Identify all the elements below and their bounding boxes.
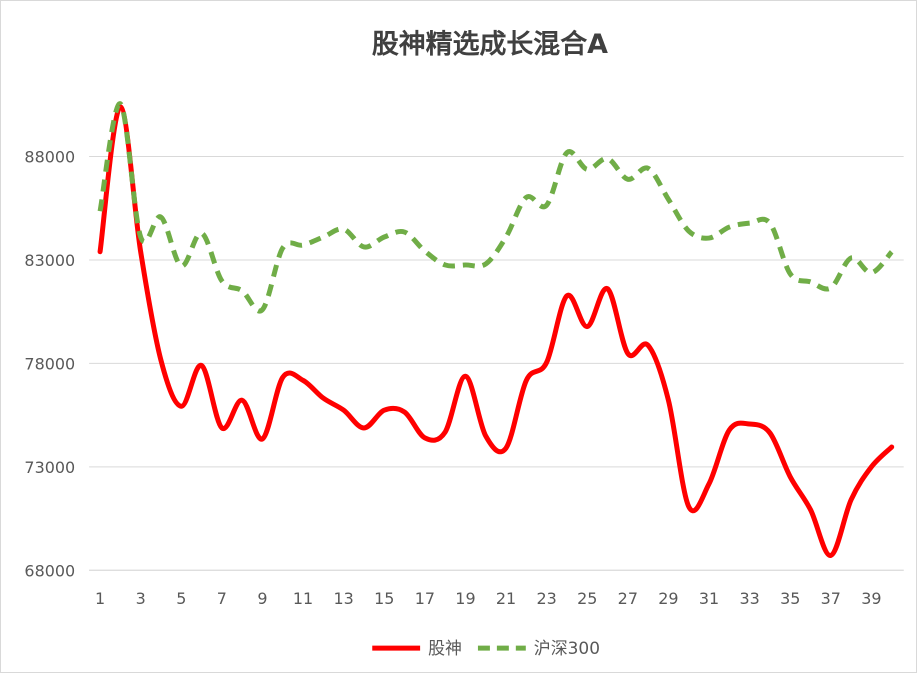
x-tick-label: 15 (374, 589, 394, 608)
x-tick-label: 3 (136, 589, 146, 608)
y-tick-label: 83000 (24, 251, 75, 270)
x-tick-label: 13 (334, 589, 354, 608)
legend: 股神 沪深300 (372, 638, 600, 658)
x-tick-label: 25 (577, 589, 597, 608)
x-axis: 1 3 5 7 9 11 13 15 17 19 21 23 25 27 29 31 33 35 37 39 (89, 569, 904, 608)
x-tick-label: 35 (780, 589, 800, 608)
x-tick-label: 31 (699, 589, 719, 608)
x-tick-label: 19 (455, 589, 475, 608)
series-line-gushen (97, 104, 895, 558)
y-axis: 68000 73000 78000 83000 88000 (24, 148, 75, 581)
y-tick-label: 88000 (24, 148, 75, 167)
y-tick-label: 78000 (24, 354, 75, 373)
y-tick-label: 68000 (24, 561, 75, 580)
chart-title: 股神精选成长混合A (372, 28, 608, 60)
x-tick-label: 1 (95, 589, 105, 608)
legend-label-gushen: 股神 (428, 638, 462, 658)
series-line-hs300 (97, 101, 894, 314)
x-tick-label: 33 (739, 589, 759, 608)
legend-label-hs300: 沪深300 (534, 638, 600, 658)
x-tick-label: 29 (658, 589, 678, 608)
x-tick-label: 23 (536, 589, 556, 608)
series-lines (97, 101, 895, 558)
x-tick-label: 7 (217, 589, 227, 608)
x-tick-label: 9 (257, 589, 267, 608)
gridlines (89, 156, 904, 571)
x-tick-label: 11 (293, 589, 313, 608)
x-tick-label: 5 (176, 589, 186, 608)
x-tick-label: 17 (415, 589, 435, 608)
x-tick-label: 21 (496, 589, 516, 608)
x-tick-label: 37 (821, 589, 841, 608)
y-tick-label: 73000 (24, 458, 75, 477)
x-tick-label: 27 (618, 589, 638, 608)
x-tick-label: 39 (861, 589, 881, 608)
